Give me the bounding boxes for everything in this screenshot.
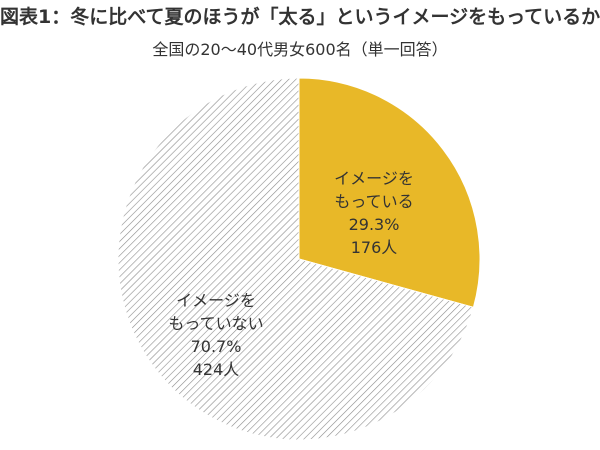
slice-label-line-1-0: イメージを	[334, 169, 414, 188]
pie-slice-1	[117, 77, 475, 441]
slice-count-label-0: 176人	[351, 238, 398, 257]
slice-label-line-1-1: イメージを	[176, 291, 256, 310]
slice-label-line-2-1: もっていない	[168, 314, 263, 333]
slice-count-label-1: 424人	[193, 360, 240, 379]
slice-percent-label-1: 70.7%	[191, 337, 242, 356]
pie-slice-0	[298, 77, 481, 308]
chart-title: 図表1：冬に比べて夏のほうが「太る」というイメージをもっているか	[0, 6, 600, 28]
slice-label-line-2-0: もっている	[334, 192, 413, 211]
chart-subtitle: 全国の20～40代男女600名（単一回答）	[152, 40, 448, 59]
slice-percent-label-0: 29.3%	[349, 215, 400, 234]
